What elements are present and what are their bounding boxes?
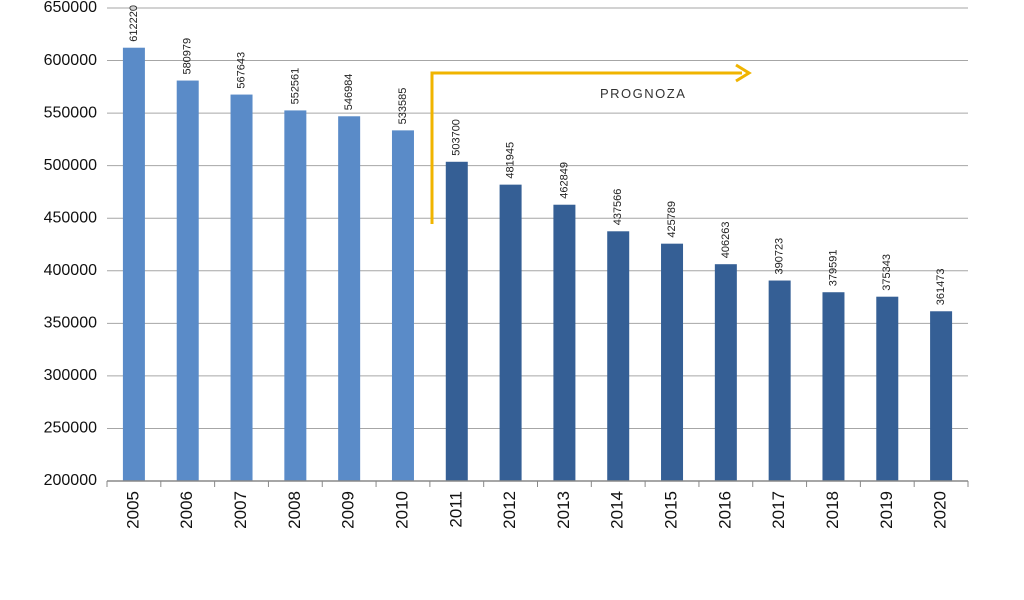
y-tick-label: 650000 [44,0,97,16]
data-label: 567643 [235,52,247,89]
x-tick-label: 2011 [446,491,465,528]
bar [230,94,253,482]
bar [338,116,361,482]
data-label: 481945 [505,142,517,179]
data-label: 503700 [451,119,463,156]
bar [822,292,845,481]
y-tick-label: 250000 [44,420,97,437]
bar [714,264,737,481]
bar [122,47,145,482]
data-label: 379591 [827,250,839,287]
x-tick-label: 2006 [177,491,196,529]
bar [768,280,791,481]
forecast-label: PROGNOZA [600,86,686,101]
y-tick-label: 450000 [44,209,97,226]
bar [553,204,576,481]
x-tick-label: 2005 [123,491,142,529]
data-label: 533585 [397,88,409,125]
bar [176,80,199,481]
x-tick-label: 2020 [931,491,950,529]
data-label: 580979 [182,38,194,75]
bar [607,231,630,481]
data-label: 361473 [935,269,947,306]
x-tick-label: 2009 [339,491,358,529]
y-tick-label: 600000 [44,52,97,69]
x-tick-label: 2010 [392,491,411,529]
x-tick-label: 2008 [285,491,304,529]
forecast-arrow [430,71,742,224]
y-tick-label: 300000 [44,367,97,384]
data-label: 425789 [666,201,678,238]
y-tick-label: 350000 [44,315,97,332]
y-tick-label: 550000 [44,104,97,121]
bar [930,311,953,481]
x-tick-label: 2012 [500,491,519,529]
x-tick-label: 2018 [823,491,842,529]
data-label: 406263 [720,221,732,258]
x-tick-label: 2013 [554,491,573,529]
x-tick-label: 2007 [231,491,250,529]
y-tick-label: 200000 [44,472,97,489]
x-tick-label: 2016 [715,491,734,529]
data-label: 612220 [128,5,140,42]
data-label: 546984 [343,74,355,111]
bar [876,296,899,481]
x-tick-label: 2014 [608,491,627,529]
forecast-arrowhead [735,63,752,83]
bar [661,243,684,481]
data-label: 462849 [558,162,570,199]
x-tick-label: 2017 [769,491,788,529]
x-tick-label: 2019 [877,491,896,529]
data-label: 437566 [612,189,624,226]
bar [499,184,522,481]
y-tick-label: 500000 [44,157,97,174]
bar [391,130,414,481]
bar [445,161,468,481]
data-label: 390723 [774,238,786,275]
data-label: 375343 [881,254,893,291]
y-tick-label: 400000 [44,262,97,279]
data-label: 552561 [289,68,301,105]
x-tick-label: 2015 [662,491,681,529]
bar [284,110,307,481]
